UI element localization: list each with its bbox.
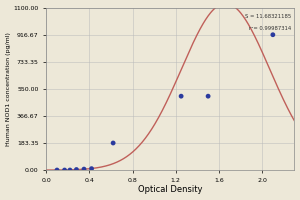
Point — [179, 95, 184, 98]
Point — [89, 167, 94, 170]
Point — [206, 95, 211, 98]
Point — [62, 168, 67, 172]
X-axis label: Optical Density: Optical Density — [138, 185, 202, 194]
Point — [74, 168, 79, 171]
Text: S = 11.68321185: S = 11.68321185 — [245, 14, 291, 19]
Point — [111, 141, 116, 145]
Y-axis label: Human NOD1 concentration (pg/ml): Human NOD1 concentration (pg/ml) — [6, 32, 10, 146]
Point — [55, 168, 59, 172]
Point — [82, 168, 86, 171]
Text: r²= 0.99987314: r²= 0.99987314 — [249, 26, 291, 31]
Point — [68, 168, 72, 172]
Point — [271, 33, 275, 36]
